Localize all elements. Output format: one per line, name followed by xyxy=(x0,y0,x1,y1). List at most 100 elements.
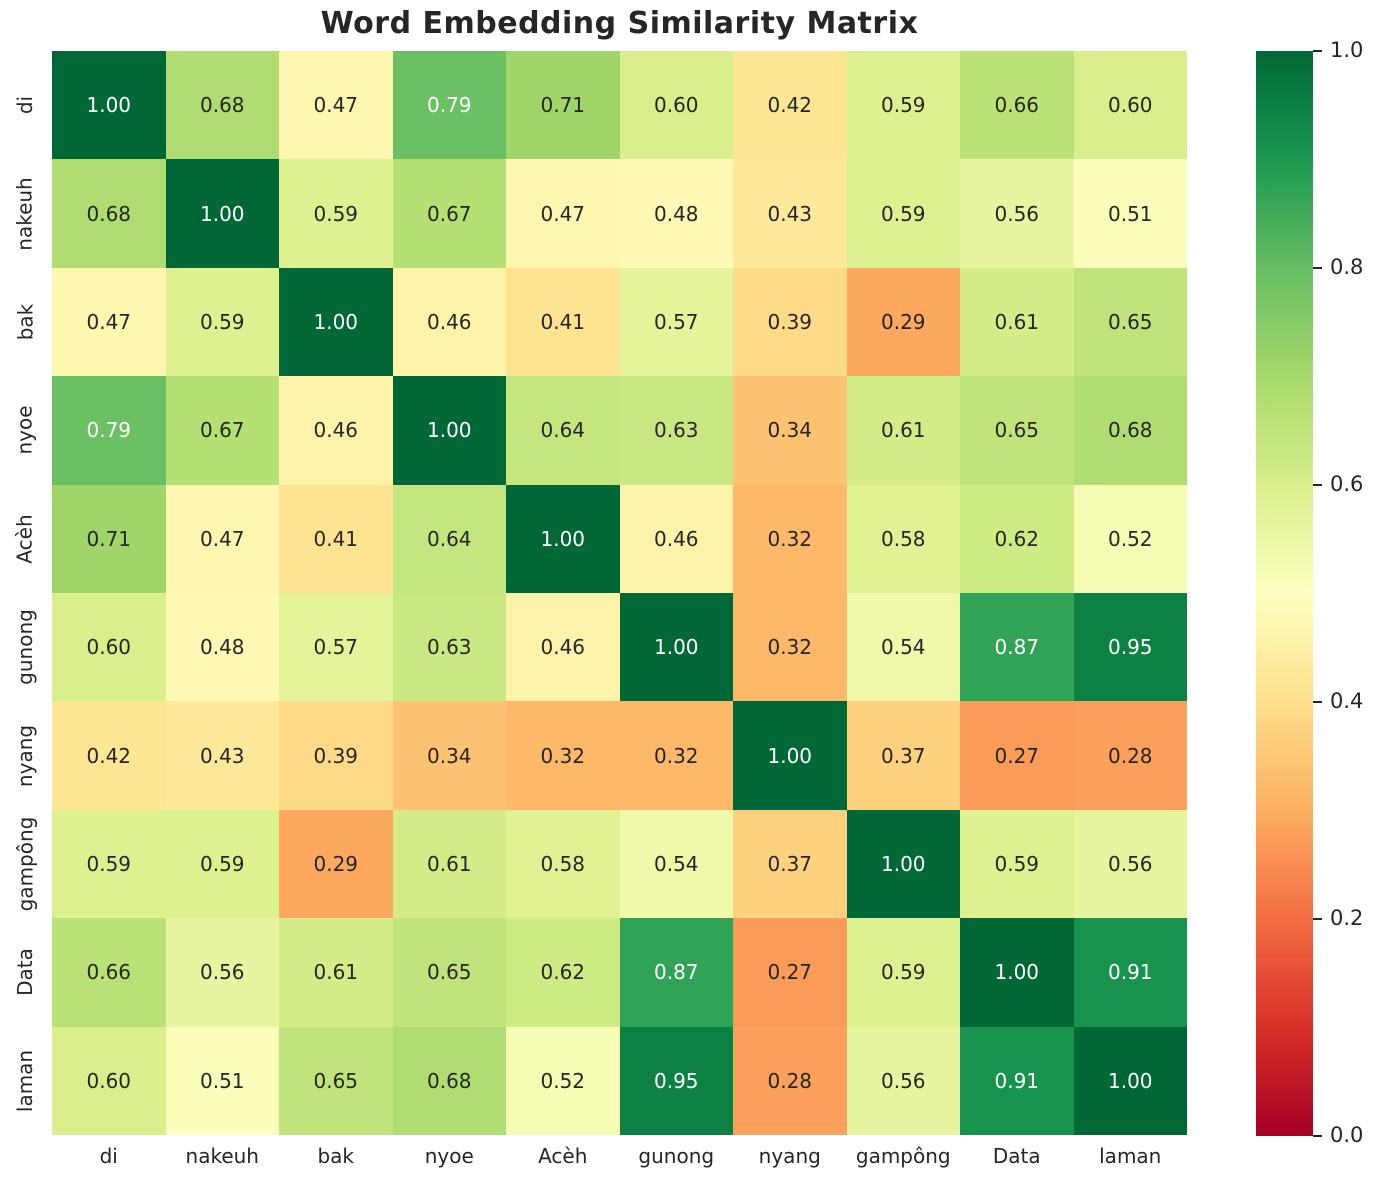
cell-value: 0.37 xyxy=(880,743,926,768)
cell-value: 1.00 xyxy=(313,309,359,334)
heatmap-cell: 0.59 xyxy=(846,918,960,1027)
heatmap-cell: 0.61 xyxy=(279,918,393,1027)
cell-value: 0.60 xyxy=(1107,93,1153,118)
cell-value: 0.65 xyxy=(994,418,1040,443)
cell-value: 0.34 xyxy=(767,418,813,443)
heatmap-cell: 0.59 xyxy=(846,51,960,160)
heatmap-cell: 0.59 xyxy=(960,809,1074,919)
cell-value: 0.39 xyxy=(767,309,813,334)
cell-value: 0.59 xyxy=(313,201,359,226)
colorbar-tick-mark xyxy=(1313,1135,1322,1137)
cell-value: 1.00 xyxy=(426,418,472,443)
heatmap-cell: 0.39 xyxy=(279,701,393,810)
cell-value: 0.57 xyxy=(313,635,359,660)
heatmap-cell: 0.61 xyxy=(392,809,506,919)
heatmap-cell: 0.63 xyxy=(619,376,733,485)
cell-value: 0.47 xyxy=(86,309,132,334)
cell-value: 0.63 xyxy=(653,418,699,443)
cell-value: 0.59 xyxy=(880,960,926,985)
cell-value: 0.48 xyxy=(199,635,245,660)
heatmap-cell: 0.56 xyxy=(846,1026,960,1135)
heatmap-cell: 0.46 xyxy=(619,484,733,593)
cell-value: 0.68 xyxy=(86,201,132,226)
heatmap-cell: 0.46 xyxy=(506,593,620,702)
cell-value: 0.47 xyxy=(540,201,586,226)
cell-value: 0.43 xyxy=(199,743,245,768)
cell-value: 0.32 xyxy=(653,743,699,768)
heatmap-cell: 0.64 xyxy=(392,484,506,593)
cell-value: 0.64 xyxy=(426,526,472,551)
cell-value: 0.91 xyxy=(1107,960,1153,985)
heatmap-cell: 0.91 xyxy=(1073,918,1187,1027)
heatmap-cell: 0.62 xyxy=(506,918,620,1027)
heatmap-cell: 0.39 xyxy=(733,267,847,377)
cell-value: 0.60 xyxy=(653,93,699,118)
heatmap-cell: 0.52 xyxy=(506,1026,620,1135)
x-tick-label: gunong xyxy=(638,1144,715,1168)
heatmap-cell: 0.62 xyxy=(960,484,1074,593)
colorbar-tick-label: 0.8 xyxy=(1330,255,1364,279)
cell-value: 0.60 xyxy=(86,1068,132,1093)
cell-value: 0.59 xyxy=(880,93,926,118)
heatmap-cell: 0.48 xyxy=(619,159,733,268)
cell-value: 0.66 xyxy=(86,960,132,985)
heatmap-cell: 0.32 xyxy=(733,484,847,593)
heatmap-cell: 0.58 xyxy=(506,809,620,919)
cell-value: 0.95 xyxy=(653,1068,699,1093)
heatmap-cell: 0.87 xyxy=(619,918,733,1027)
x-tick-label: nakeuh xyxy=(185,1144,259,1168)
heatmap-cell: 0.34 xyxy=(733,376,847,485)
cell-value: 0.54 xyxy=(880,635,926,660)
cell-value: 0.51 xyxy=(1107,201,1153,226)
cell-value: 0.68 xyxy=(1107,418,1153,443)
heatmap-cell: 0.56 xyxy=(960,159,1074,268)
cell-value: 0.46 xyxy=(653,526,699,551)
cell-value: 0.48 xyxy=(653,201,699,226)
heatmap-cell: 0.47 xyxy=(165,484,279,593)
cell-value: 0.46 xyxy=(313,418,359,443)
heatmap-cell: 0.57 xyxy=(279,593,393,702)
x-tick-label: nyang xyxy=(758,1144,821,1168)
heatmap-cell: 0.68 xyxy=(392,1026,506,1135)
x-tick-label: gampông xyxy=(855,1144,951,1168)
heatmap-cell: 1.00 xyxy=(619,593,733,702)
heatmap-cell: 0.68 xyxy=(1073,376,1187,485)
y-tick-label: bak xyxy=(12,303,37,341)
heatmap-cell: 0.66 xyxy=(960,51,1074,160)
heatmap-cell: 1.00 xyxy=(392,376,506,485)
heatmap-cell: 0.42 xyxy=(733,51,847,160)
cell-value: 0.63 xyxy=(426,635,472,660)
cell-value: 0.46 xyxy=(540,635,586,660)
cell-value: 0.28 xyxy=(767,1068,813,1093)
y-tick-label: laman xyxy=(13,1049,38,1112)
heatmap-cell: 0.57 xyxy=(619,267,733,377)
heatmap-cell: 0.32 xyxy=(506,701,620,810)
heatmap-cell: 0.65 xyxy=(1073,267,1187,377)
cell-value: 0.67 xyxy=(199,418,245,443)
cell-value: 0.37 xyxy=(767,851,813,876)
x-tick-label: Data xyxy=(992,1144,1041,1168)
heatmap-cell: 0.28 xyxy=(1073,701,1187,810)
cell-value: 0.64 xyxy=(540,418,586,443)
x-tick-label: bak xyxy=(317,1144,355,1168)
cell-value: 1.00 xyxy=(1107,1068,1153,1093)
cell-value: 0.61 xyxy=(880,418,926,443)
colorbar-tick-label: 0.6 xyxy=(1330,472,1364,496)
cell-value: 0.32 xyxy=(767,526,813,551)
heatmap-cell: 0.64 xyxy=(506,376,620,485)
heatmap-cell: 0.60 xyxy=(52,1026,166,1135)
heatmap-cell: 0.87 xyxy=(960,593,1074,702)
cell-value: 0.91 xyxy=(994,1068,1040,1093)
heatmap-cell: 0.41 xyxy=(279,484,393,593)
heatmap-cell: 0.63 xyxy=(392,593,506,702)
cell-value: 1.00 xyxy=(994,960,1040,985)
heatmap-cell: 0.79 xyxy=(392,51,506,160)
heatmap-cell: 0.54 xyxy=(846,593,960,702)
colorbar-tick-label: 0.2 xyxy=(1330,906,1364,930)
cell-value: 0.32 xyxy=(767,635,813,660)
heatmap-cell: 0.79 xyxy=(52,376,166,485)
cell-value: 0.59 xyxy=(880,201,926,226)
cell-value: 0.61 xyxy=(313,960,359,985)
y-tick-label: Acèh xyxy=(13,514,37,564)
